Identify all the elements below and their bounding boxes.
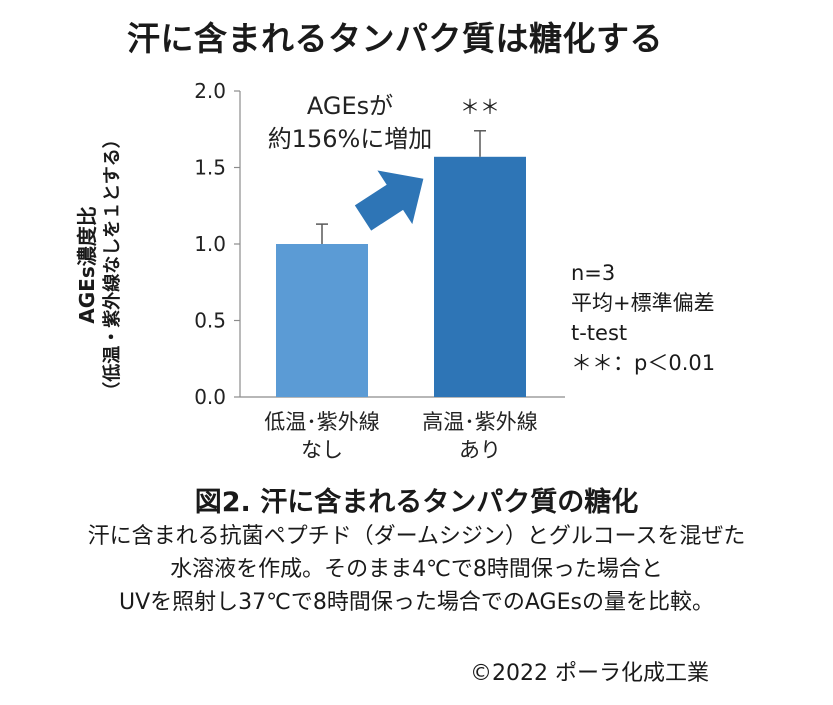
- x-category-label-2-line-2: あり: [459, 438, 501, 462]
- stats-p-value: ＊＊：p＜0.01: [571, 351, 716, 375]
- significance-mark: ＊＊: [460, 95, 500, 119]
- x-category-label-1-line-1: 低温･紫外線: [264, 410, 380, 434]
- y-tick-label: 1.0: [194, 232, 226, 256]
- copyright-notice: ©2022 ポーラ化成工業: [470, 661, 709, 686]
- annotation-line-2: 約156%に増加: [268, 125, 433, 153]
- description-line-2: 水溶液を作成。そのまま4℃で8時間保った場合と: [170, 557, 663, 582]
- stats-sample-size: n=3: [571, 261, 616, 285]
- y-tick-label: 2.0: [194, 79, 226, 103]
- annotation-line-1: AGEsが: [307, 92, 393, 120]
- y-axis-title: AGEs濃度比 （低温・紫外線なしを１とする）: [60, 110, 140, 420]
- y-tick-label: 0.5: [194, 309, 226, 333]
- description-line-3: UVを照射し37℃で8時間保った場合でのAGEsの量を比較。: [119, 590, 714, 615]
- bar-1: [276, 244, 368, 397]
- increase-arrow-icon: [354, 170, 424, 231]
- y-axis-title-line-2: （低温・紫外線なしを１とする）: [102, 130, 123, 400]
- stats-mean-sd: 平均+標準偏差: [571, 291, 715, 315]
- x-category-label-2-line-1: 高温･紫外線: [422, 410, 538, 434]
- chart: 0.0 0.5 1.0 1.5 2.0 低温･紫外線 なし 高温･紫外線 あり ＊＊ AGEsが約1…: [194, 79, 565, 462]
- x-category-label-1-line-2: なし: [301, 438, 343, 462]
- figure-title: 図2. 汗に含まれるタンパク質の糖化: [194, 487, 639, 518]
- y-axis-title-line-1: AGEs濃度比: [75, 206, 99, 324]
- statistics-note: n=3 平均+標準偏差 t-test ＊＊：p＜0.01: [571, 258, 715, 378]
- description-line-1: 汗に含まれる抗菌ペプチド（ダームシジン）とグルコースを混ぜた: [87, 524, 746, 549]
- y-tick-label: 0.0: [194, 385, 226, 409]
- y-tick-label: 1.5: [194, 156, 226, 180]
- page-title: 汗に含まれるタンパク質は糖化する: [127, 19, 663, 58]
- stats-test: t-test: [571, 321, 628, 345]
- bar-2: [434, 156, 526, 397]
- figure-description: 汗に含まれる抗菌ペプチド（ダームシジン）とグルコースを混ぜた 水溶液を作成。その…: [0, 520, 833, 619]
